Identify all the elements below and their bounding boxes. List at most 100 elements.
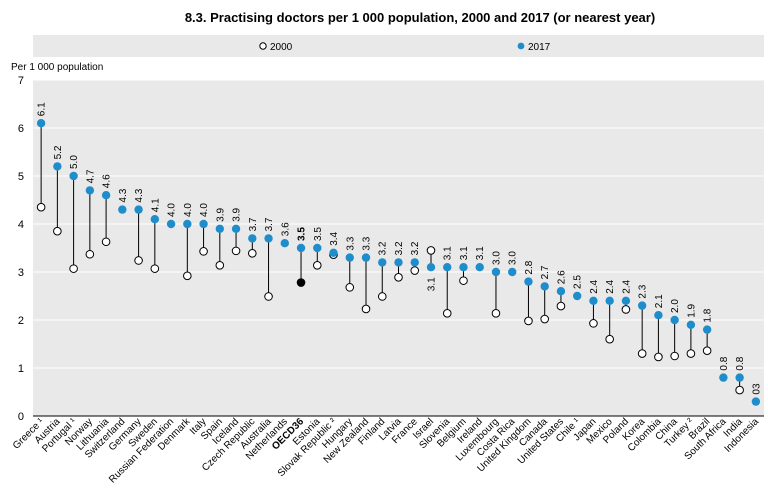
data-label: 4.0 xyxy=(167,203,178,217)
data-label: 0.8 xyxy=(719,356,730,370)
point-2000 xyxy=(637,349,647,358)
point-2017 xyxy=(426,263,436,272)
legend-band xyxy=(33,35,764,57)
legend-marker-2000 xyxy=(259,42,267,50)
point-2000 xyxy=(264,292,273,301)
data-label: 4.3 xyxy=(134,188,145,202)
data-label: 1.9 xyxy=(686,303,697,317)
data-label: 4.0 xyxy=(199,203,210,217)
point-2017 xyxy=(36,119,46,128)
point-2000 xyxy=(199,247,208,256)
data-label: 3.0 xyxy=(508,251,519,265)
point-2017 xyxy=(264,234,273,243)
point-2000 xyxy=(312,260,322,270)
data-label: 3.5 xyxy=(297,227,308,241)
point-2017 xyxy=(150,215,160,224)
point-2017 xyxy=(702,325,712,334)
y-axis-label: Per 1 000 population xyxy=(11,62,103,73)
point-2017 xyxy=(410,258,419,267)
point-2017 xyxy=(248,234,257,243)
point-2017 xyxy=(475,263,484,272)
point-2000 xyxy=(394,272,403,282)
data-label: 3.2 xyxy=(378,241,389,255)
data-labels: 6.1 5.2 5.0 4.7 4.6 4.3 4.3 4.1 4.0 4.0 4.0 3.9 3.9 3… xyxy=(37,102,763,395)
point-2017 xyxy=(101,191,111,200)
data-label: 2.4 xyxy=(605,279,616,293)
data-label: 3.1 xyxy=(443,246,454,260)
point-2017 xyxy=(540,282,549,291)
stems xyxy=(40,123,741,391)
data-label: 3.1 xyxy=(459,246,470,260)
point-2000 xyxy=(101,237,111,247)
point-2017 xyxy=(280,239,289,248)
point-2000 xyxy=(540,314,550,324)
point-2017 xyxy=(361,253,371,262)
data-label: 3.1 xyxy=(475,246,486,260)
point-2017 xyxy=(443,263,452,272)
point-2017 xyxy=(605,296,614,305)
point-2000 xyxy=(459,276,468,285)
point-2017 xyxy=(345,253,354,262)
point-2017 xyxy=(199,219,208,229)
point-2017 xyxy=(637,301,647,310)
series-2000 xyxy=(36,202,744,395)
data-label: 2.3 xyxy=(638,284,649,298)
point-2000 xyxy=(702,346,712,356)
data-label: 4.0 xyxy=(183,203,194,217)
point-2017 xyxy=(459,263,468,272)
data-label: 5.0 xyxy=(69,155,80,169)
point-2017 xyxy=(296,243,306,253)
point-2017 xyxy=(69,171,78,181)
legend-label-2000: 2000 xyxy=(270,42,293,53)
data-label: 4.7 xyxy=(85,169,96,183)
point-2017 xyxy=(53,162,62,171)
point-2000 xyxy=(426,246,436,255)
point-2017 xyxy=(491,267,501,277)
y-tick-label: 6 xyxy=(18,123,24,135)
point-2017 xyxy=(134,205,143,214)
point-2000 xyxy=(605,334,614,344)
point-2000 xyxy=(85,249,95,259)
data-label: 3.5 xyxy=(313,227,324,241)
point-2000 xyxy=(231,246,241,256)
point-2000 xyxy=(589,319,598,328)
data-label: 2.4 xyxy=(589,279,600,293)
point-2017 xyxy=(719,373,728,382)
point-2000 xyxy=(735,385,744,395)
point-2000 xyxy=(248,248,257,258)
data-label: 2.5 xyxy=(573,275,584,289)
point-2017 xyxy=(313,243,322,253)
y-tick-label: 4 xyxy=(18,219,24,231)
y-tick-label: 5 xyxy=(18,171,24,183)
data-label: 3.2 xyxy=(394,241,405,255)
data-label: 4.3 xyxy=(118,188,129,202)
data-label: 2.6 xyxy=(556,270,567,284)
data-label: 3.3 xyxy=(345,236,356,250)
point-2000 xyxy=(686,349,696,358)
y-tick-label: 2 xyxy=(18,315,24,327)
point-2000 xyxy=(69,264,78,273)
point-2017 xyxy=(215,224,225,233)
data-label: 2.0 xyxy=(670,299,681,313)
y-axis-ticks: 0 1 2 3 4 5 6 7 xyxy=(18,75,24,423)
point-2017 xyxy=(378,258,387,267)
data-label: 6.1 xyxy=(37,102,48,116)
point-2017 xyxy=(183,219,192,229)
data-label: 3.3 xyxy=(362,236,373,250)
data-label: 2.7 xyxy=(540,265,551,279)
point-2017 xyxy=(166,219,176,229)
point-2000 xyxy=(361,304,371,314)
legend-label-2017: 2017 xyxy=(528,42,551,53)
series-2017 xyxy=(36,119,761,406)
point-2017 xyxy=(735,373,744,382)
data-label: 3.2 xyxy=(410,241,421,255)
point-2017 xyxy=(329,248,338,257)
y-tick-label: 3 xyxy=(18,267,24,279)
point-2000 xyxy=(442,308,452,318)
point-2017 xyxy=(508,267,517,277)
point-2000 xyxy=(621,305,631,314)
point-2000 xyxy=(524,316,533,326)
point-2000 xyxy=(410,266,420,275)
